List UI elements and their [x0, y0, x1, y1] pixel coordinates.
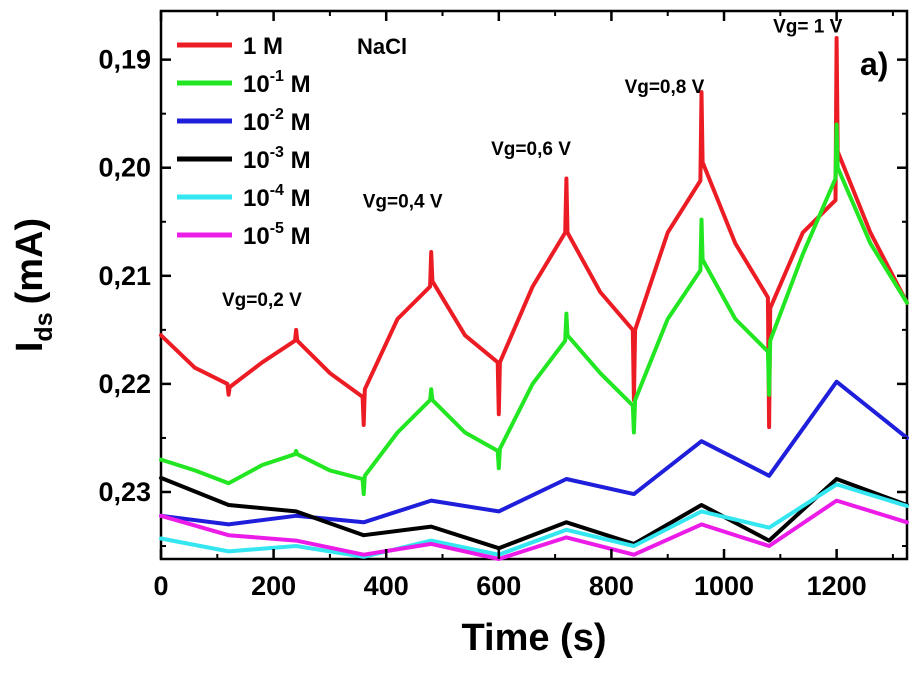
- vg-annotation-0: Vg=0,2 V: [222, 290, 302, 311]
- y-tick-label-1: 0,20: [98, 153, 151, 183]
- legend-label-5: 10-5 M: [243, 220, 311, 250]
- x-axis-title: Time (s): [461, 617, 606, 659]
- y-tick-label-2: 0,21: [98, 261, 151, 291]
- x-tick-label-0: 0: [153, 571, 168, 601]
- vg-annotation-1: Vg=0,4 V: [363, 192, 443, 213]
- panel-label: a): [860, 46, 888, 82]
- y-axis-title-unit: (mA): [9, 218, 51, 305]
- y-tick-label-3: 0,22: [98, 369, 151, 399]
- series-line-1: [159, 122, 909, 497]
- plot-frame: [159, 9, 909, 561]
- series-line-0: [159, 36, 909, 430]
- salt-label: NaCl: [357, 34, 407, 59]
- series-line-2: [159, 379, 909, 527]
- y-axis-title: Ids (mA): [9, 218, 58, 352]
- series-line-3: [159, 475, 909, 551]
- series-layer: [159, 36, 909, 561]
- y-axis-title-sub: ds: [30, 312, 58, 341]
- x-tick-label-4: 800: [589, 571, 634, 601]
- series-line-5: [159, 498, 909, 561]
- vg-annotation-3: Vg=0,8 V: [625, 77, 705, 98]
- x-tick-label-3: 600: [476, 571, 521, 601]
- vg-annotation-2: Vg=0,6 V: [491, 139, 571, 160]
- y-axis-title-main: I: [9, 342, 51, 353]
- annotation-layer: Vg=0,2 V Vg=0,4 V Vg=0,6 V Vg=0,8 V Vg= 1 V: [222, 17, 843, 311]
- vg-annotation-4: Vg= 1 V: [773, 17, 842, 38]
- legend-label-3: 10-3 M: [243, 144, 311, 174]
- y-tick-label-0: 0,19: [98, 45, 151, 75]
- x-tick-label-1: 200: [251, 571, 296, 601]
- legend-label-0: 1 M: [243, 33, 283, 60]
- x-tick-label-5: 1000: [694, 571, 754, 601]
- legend-label-2: 10-2 M: [243, 106, 311, 136]
- legend-label-4: 10-4 M: [243, 182, 311, 212]
- legend: 1 M 10-1 M 10-2 M 10-3 M 10-4 M 10-5 M: [177, 33, 311, 250]
- x-tick-label-2: 400: [364, 571, 409, 601]
- tick-layer: 0 200 400 600 800 1000 1200 0,19 0,20 0,21 0,22 0,2…: [98, 11, 907, 601]
- y-tick-label-4: 0,23: [98, 477, 151, 507]
- x-tick-label-6: 1200: [807, 571, 867, 601]
- series-line-4: [159, 482, 909, 559]
- legend-label-1: 10-1 M: [243, 68, 311, 98]
